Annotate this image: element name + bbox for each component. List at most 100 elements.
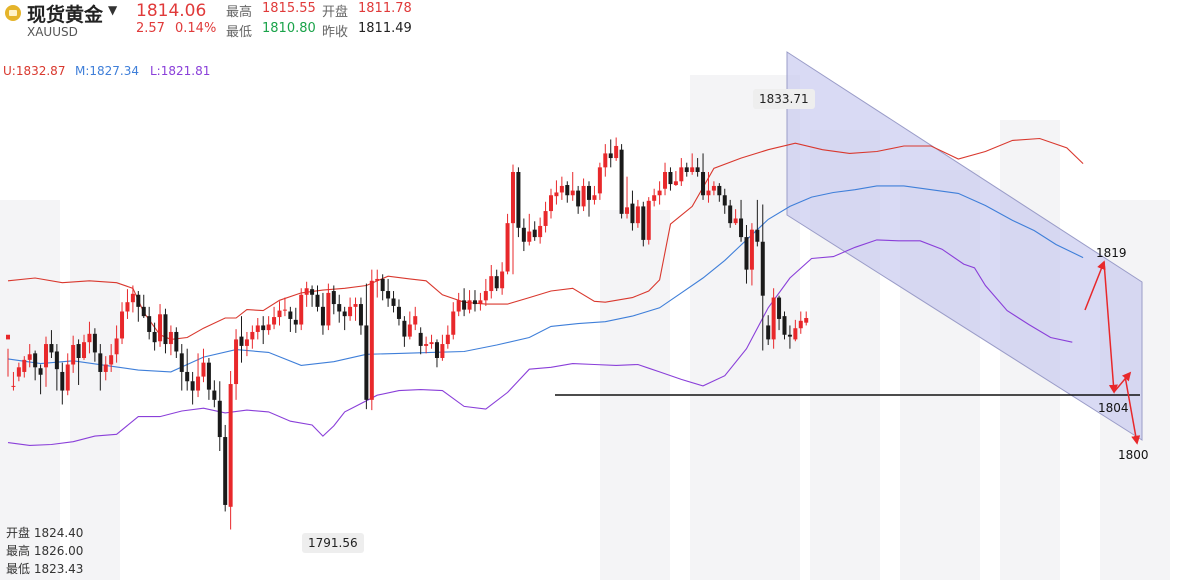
candle-body xyxy=(592,195,597,200)
candle xyxy=(206,358,211,400)
candle xyxy=(804,311,809,326)
candle xyxy=(722,188,727,214)
candle-body xyxy=(299,294,304,325)
candle xyxy=(152,322,157,351)
candle xyxy=(326,283,331,331)
candle xyxy=(739,199,744,242)
candle xyxy=(472,290,477,312)
candle xyxy=(125,289,130,319)
candle xyxy=(549,188,553,219)
target-up-label: 1819 xyxy=(1096,246,1127,260)
candle xyxy=(494,269,499,292)
candle-body xyxy=(402,320,407,337)
candle-body xyxy=(147,316,152,332)
candle xyxy=(168,325,173,356)
candle xyxy=(445,325,450,349)
candle-body xyxy=(272,317,277,325)
open-label: 开盘 xyxy=(322,5,349,20)
candle-body xyxy=(478,300,483,305)
candle-body xyxy=(646,200,651,240)
candle-body xyxy=(505,223,510,272)
candle xyxy=(272,306,277,330)
open-value: 1811.78 xyxy=(358,1,412,16)
candle xyxy=(98,344,103,391)
candle-body xyxy=(6,334,10,340)
candle-body xyxy=(326,292,331,326)
candle-body xyxy=(608,153,613,159)
candle xyxy=(174,327,179,358)
candle-body xyxy=(196,376,201,391)
candle xyxy=(49,330,54,358)
candle xyxy=(136,291,141,322)
candle-body xyxy=(179,353,184,372)
candle xyxy=(22,356,27,378)
candle xyxy=(418,327,423,355)
bollinger-middle: M:1827.34 xyxy=(75,64,140,78)
candle xyxy=(635,199,640,228)
candle-body xyxy=(711,185,716,191)
candle xyxy=(44,336,49,387)
candle-body xyxy=(766,325,771,340)
candle-body xyxy=(293,319,298,325)
candle xyxy=(212,380,217,408)
candle xyxy=(510,164,515,275)
candle xyxy=(337,294,342,323)
candle xyxy=(109,344,114,372)
candle-body xyxy=(543,211,548,226)
candle xyxy=(516,167,521,238)
candle xyxy=(587,181,592,217)
candle-body xyxy=(483,291,488,301)
candle xyxy=(353,297,358,321)
candle-body xyxy=(451,311,456,335)
candle xyxy=(196,353,201,398)
candle xyxy=(375,269,380,298)
candle-body xyxy=(282,309,287,311)
candle-body xyxy=(597,167,602,194)
candle-body xyxy=(244,339,249,346)
candle xyxy=(424,336,429,354)
candle-body xyxy=(565,185,570,196)
candle xyxy=(407,311,412,340)
candle xyxy=(103,356,108,381)
candle xyxy=(782,311,787,340)
watermark-building xyxy=(690,75,800,580)
candle xyxy=(402,316,407,347)
candle-body xyxy=(277,310,282,318)
chevron-down-icon[interactable]: ▼ xyxy=(108,3,118,17)
candle-body xyxy=(532,229,537,238)
candle-body xyxy=(510,172,515,224)
candle xyxy=(380,274,385,301)
candle xyxy=(299,288,304,331)
candle-body xyxy=(206,362,211,390)
candle xyxy=(798,311,803,334)
candle-body xyxy=(494,276,499,289)
candle xyxy=(266,316,271,335)
candle-body xyxy=(163,314,168,345)
candle-body xyxy=(304,288,309,295)
candle xyxy=(711,181,716,196)
candle xyxy=(668,167,673,191)
candle-body xyxy=(16,367,21,377)
candle-body xyxy=(342,311,347,317)
candle-body xyxy=(570,190,575,196)
candle-body xyxy=(434,342,439,358)
projection-arrows xyxy=(1084,260,1141,445)
candle xyxy=(483,278,488,306)
instrument-name[interactable]: 现货黄金 xyxy=(27,4,104,26)
candle xyxy=(701,153,706,200)
candle xyxy=(728,199,733,228)
ohlc-open: 开盘 1824.40 xyxy=(6,526,84,540)
candle xyxy=(223,424,228,512)
candle-body xyxy=(467,300,472,310)
candle-body xyxy=(358,304,363,326)
trend-channel xyxy=(786,51,1143,441)
candle-body xyxy=(239,336,244,346)
candle-body xyxy=(109,355,114,365)
candle xyxy=(777,295,782,331)
candle-body xyxy=(22,359,27,372)
prev-close-label: 昨收 xyxy=(322,25,349,40)
candle xyxy=(456,292,461,317)
candle-body xyxy=(386,291,391,299)
candle xyxy=(342,306,347,331)
